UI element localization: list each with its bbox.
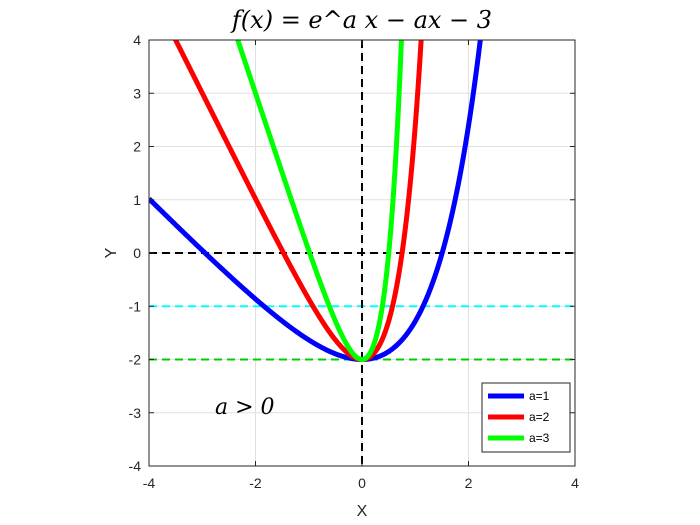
- x-axis-label: X: [357, 503, 368, 520]
- x-tick-label: 4: [571, 475, 579, 491]
- y-tick-label: 2: [133, 139, 141, 155]
- x-tick-label: 0: [358, 475, 366, 491]
- y-tick-label: -2: [129, 352, 142, 368]
- x-tick-label: -4: [143, 475, 156, 491]
- legend: a=1 a=2 a=3: [481, 382, 571, 453]
- y-tick-label: 0: [133, 245, 141, 261]
- x-tick-label: -2: [249, 475, 262, 491]
- y-tick-label: 4: [133, 32, 141, 48]
- legend-label: a=3: [529, 431, 550, 445]
- x-tick-label: 2: [465, 475, 473, 491]
- y-tick-label: -1: [129, 298, 142, 314]
- chart-title: f(x) = e^a x − ax − 3: [230, 6, 492, 34]
- series-line-a=3: [235, 40, 404, 362]
- y-axis-label: Y: [103, 247, 120, 258]
- y-tick-label: -4: [129, 458, 142, 474]
- legend-label: a=1: [529, 389, 550, 403]
- legend-label: a=2: [529, 410, 550, 424]
- series-curves: [149, 40, 483, 362]
- y-tick-label: 3: [133, 85, 141, 101]
- ticks: -4 -2 0 2 4 -4 -3 -2 -1 0 1 2 3 4: [129, 32, 580, 491]
- annotation-text: a > 0: [215, 395, 275, 420]
- y-tick-label: 1: [133, 192, 141, 208]
- y-tick-label: -3: [129, 405, 142, 421]
